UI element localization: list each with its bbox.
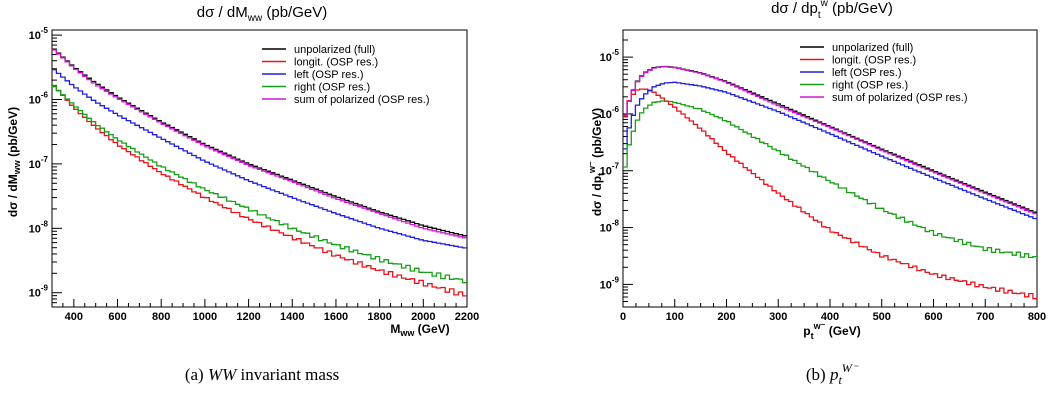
chart-a-x-tick-label: 1800 <box>367 311 391 323</box>
chart-a-title: dσ / dMww (pb/GeV) <box>197 4 327 24</box>
legend-entry-label: sum of polarized (OSP res.) <box>294 94 430 106</box>
chart-b-x-tick-label: 700 <box>976 311 994 323</box>
chart-b-legend: unpolarized (full)longit. (OSP res.)left… <box>800 42 968 104</box>
chart-a-x-tick-label: 600 <box>108 311 126 323</box>
chart-a-x-tick-label: 1400 <box>280 311 304 323</box>
chart-a: dσ / dMww (pb/GeV) 400 600 800 1000 1200 1400… <box>6 4 479 384</box>
chart-a-x-tick-label: 1600 <box>324 311 348 323</box>
chart-b-frame <box>622 29 1038 308</box>
chart-a-y-tick-label: 10-6 <box>29 91 49 107</box>
chart-a-series-4 <box>52 49 467 239</box>
chart-a-x-tick-label: 1000 <box>193 311 217 323</box>
chart-b-series-4 <box>623 66 1037 215</box>
chart-b-caption: (b) ptW⁻ <box>806 361 860 387</box>
chart-a-x-tick-label: 800 <box>152 311 170 323</box>
chart-b-x-tick-label: 800 <box>1028 311 1046 323</box>
chart-a-series-1 <box>52 84 467 297</box>
legend-entry-label: unpolarized (full) <box>294 44 375 56</box>
chart-b-title: dσ / dptw (pb/GeV) <box>771 0 893 21</box>
legend-entry-label: unpolarized (full) <box>832 42 913 54</box>
legend-entry-label: right (OSP res.) <box>294 82 370 94</box>
chart-a-x-tick-label: 2000 <box>411 311 435 323</box>
chart-b-x-axis-label: ptw⁻ (GeV) <box>803 321 860 341</box>
chart-a-x-tick-label: 1200 <box>236 311 260 323</box>
chart-b-plot-area: 0 100 200 300 400 500 600 700 80010-510-610-710-… <box>600 29 1046 323</box>
chart-b-series-1 <box>623 88 1037 300</box>
legend-entry-label: longit. (OSP res.) <box>294 57 378 69</box>
chart-b: dσ / dptw (pb/GeV) 0 100 200 300 400 500 600 70… <box>587 0 1046 387</box>
chart-b-x-tick-label: 200 <box>717 311 735 323</box>
legend-entry-label: left (OSP res.) <box>294 69 363 81</box>
chart-b-x-tick-label: 400 <box>821 311 839 323</box>
chart-b-series-3 <box>623 100 1037 259</box>
chart-a-y-tick-label: 10-7 <box>29 155 49 171</box>
chart-a-y-tick-label: 10-8 <box>29 219 49 235</box>
chart-b-x-tick-label: 600 <box>924 311 942 323</box>
chart-a-x-axis-label: Mww (GeV) <box>390 322 449 338</box>
chart-a-x-tick-label: 2200 <box>455 311 479 323</box>
chart-b-series-2 <box>623 81 1037 220</box>
legend-entry-label: longit. (OSP res.) <box>832 55 916 67</box>
chart-a-x-tick-label: 400 <box>65 311 83 323</box>
legend-entry-label: left (OSP res.) <box>832 67 901 79</box>
chart-b-y-tick-label: 10-5 <box>600 48 620 64</box>
chart-a-y-axis-label: dσ / dMww (pb/GeV) <box>6 107 22 217</box>
legend-entry-label: right (OSP res.) <box>832 80 908 92</box>
chart-b-x-tick-label: 500 <box>873 311 891 323</box>
chart-b-x-tick-label: 0 <box>620 311 626 323</box>
chart-b-x-tick-label: 100 <box>666 311 684 323</box>
chart-b-x-tick-label: 300 <box>769 311 787 323</box>
chart-b-y-tick-label: 10-8 <box>600 219 620 235</box>
chart-a-caption: (a) WW invariant mass <box>185 365 339 384</box>
chart-a-legend: unpolarized (full)longit. (OSP res.)left… <box>262 44 430 106</box>
chart-b-y-axis-label: dσ / dptw⁻ (pb/GeV) <box>587 108 606 216</box>
chart-a-plot-area: 400 600 800 1000 1200 1400 1600 1800 2000 2200 10-… <box>29 26 480 323</box>
chart-a-y-tick-label: 10-9 <box>29 284 49 300</box>
chart-a-series-2 <box>52 69 467 249</box>
legend-entry-label: sum of polarized (OSP res.) <box>832 92 968 104</box>
chart-a-series-3 <box>52 86 467 284</box>
chart-b-y-tick-label: 10-9 <box>600 275 620 291</box>
chart-a-y-tick-label: 10-5 <box>29 26 49 42</box>
